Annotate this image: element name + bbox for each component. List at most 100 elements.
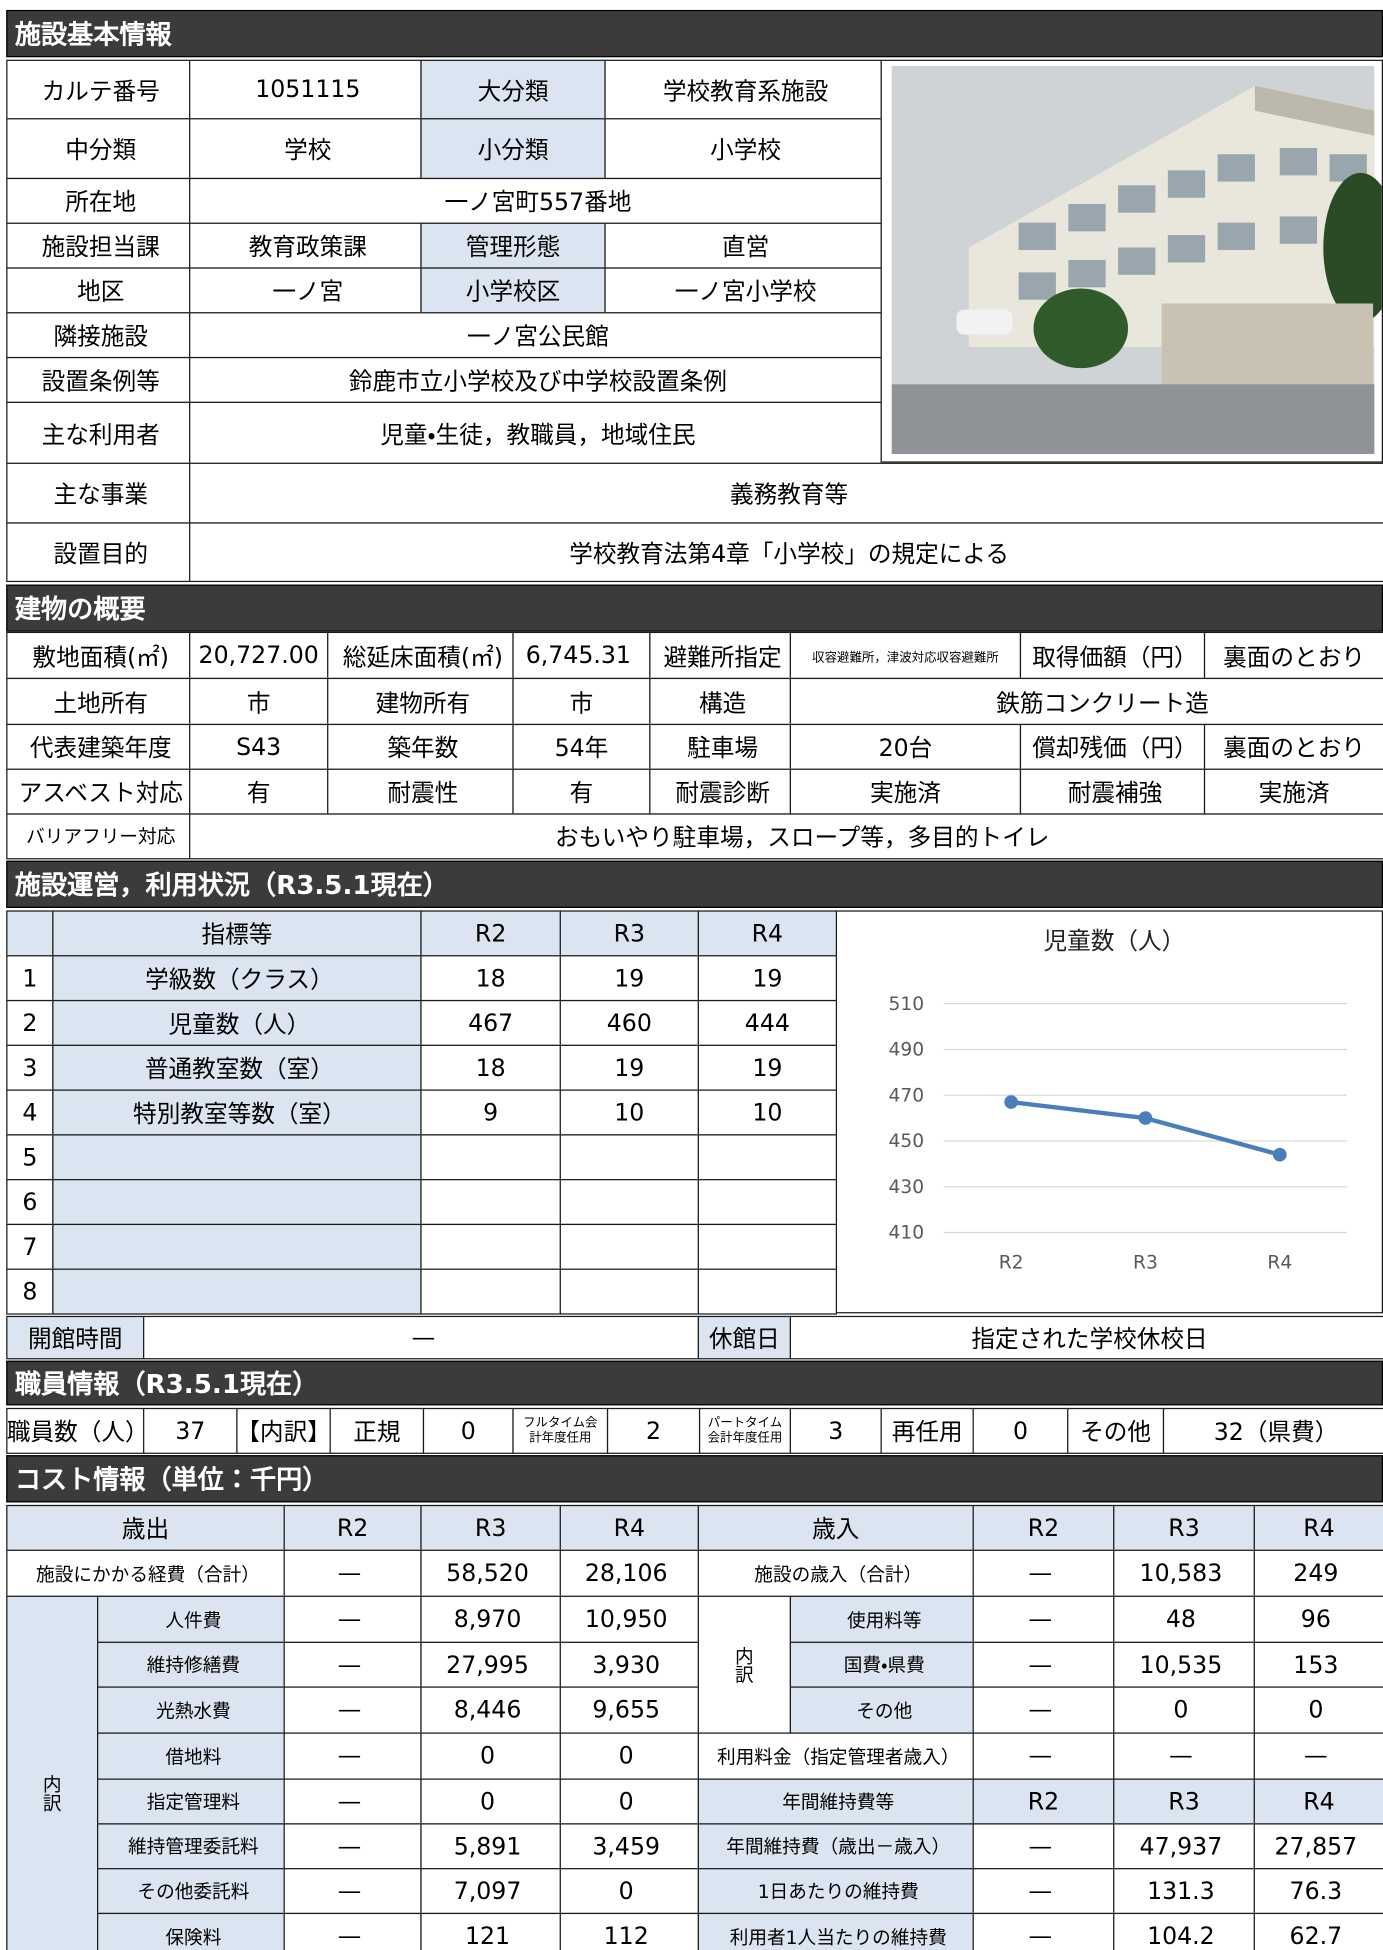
table-cell: 耐震補強 — [1020, 769, 1205, 815]
y-tick-label: 410 — [888, 1223, 924, 1244]
table-cell: 教育政策課 — [189, 223, 422, 269]
y-tick-label: 430 — [888, 1177, 924, 1198]
table-cell: 20,727.00 — [189, 632, 328, 679]
table-cell: 1 — [6, 955, 53, 1001]
table-cell: 学校教育系施設 — [604, 60, 881, 120]
table-cell: 32（県費） — [1163, 1408, 1383, 1454]
table-cell: 保険料 — [97, 1913, 285, 1950]
table-cell: 5 — [6, 1134, 53, 1180]
y-tick-label: 450 — [888, 1131, 924, 1152]
table-cell: 総延床面積(㎡) — [327, 632, 514, 679]
table-cell: 3,459 — [560, 1823, 699, 1869]
empty-cell — [698, 1224, 837, 1270]
table-cell: 96 — [1254, 1596, 1383, 1643]
table-cell: 光熱水費 — [97, 1686, 285, 1733]
table-cell: パートタイム会計年度任用 — [699, 1408, 791, 1454]
line-series — [1011, 1102, 1280, 1155]
table-cell: — — [143, 1316, 699, 1360]
table-cell: 小学校区 — [420, 267, 605, 313]
table-cell: 大分類 — [420, 60, 605, 120]
table-cell: 一ノ宮公民館 — [189, 312, 882, 358]
table-cell: 借地料 — [97, 1732, 285, 1779]
table-cell: 7,097 — [420, 1868, 561, 1914]
table-cell: 0 — [423, 1408, 514, 1454]
table-cell: 義務教育等 — [189, 463, 1383, 524]
x-tick-label: R2 — [999, 1253, 1024, 1274]
empty-cell — [52, 1179, 421, 1225]
table-cell: 27,995 — [420, 1642, 561, 1688]
table-cell: 駐車場 — [649, 724, 791, 770]
table-cell: 耐震性 — [327, 769, 514, 815]
data-point — [1004, 1095, 1018, 1109]
table-cell: — — [973, 1596, 1115, 1643]
table-cell: 普通教室数（室） — [52, 1045, 421, 1091]
table-cell: アスベスト対応 — [6, 769, 190, 815]
table-cell: 有 — [189, 769, 328, 815]
table-cell: — — [284, 1779, 422, 1825]
table-cell: 18 — [420, 955, 561, 1001]
table-cell: 利用者1人当たりの維持費 — [698, 1913, 974, 1950]
empty-cell — [420, 1134, 561, 1180]
empty-cell — [560, 1224, 699, 1270]
table-cell: フルタイム会計年度任用 — [512, 1408, 608, 1454]
table-cell: おもいやり駐車場，スロープ等，多目的トイレ — [189, 813, 1383, 859]
table-cell: 0 — [1113, 1686, 1255, 1733]
table-cell: 設置目的 — [6, 522, 190, 582]
table-cell: 112 — [560, 1913, 699, 1950]
table-cell: 児童・生徒，教職員，地域住民 — [189, 402, 882, 464]
table-cell: 19 — [698, 1045, 837, 1091]
table-cell: — — [973, 1686, 1115, 1733]
table-cell: 児童数（人） — [52, 1000, 421, 1046]
table-cell: 10,950 — [560, 1596, 699, 1643]
table-cell: 3,930 — [560, 1642, 699, 1688]
table-cell: 0 — [1254, 1686, 1383, 1733]
table-cell: 学校 — [189, 118, 422, 179]
table-cell: 444 — [698, 1000, 837, 1046]
table-cell: 0 — [973, 1408, 1069, 1454]
table-cell: 3 — [790, 1408, 882, 1454]
table-cell: 58,520 — [420, 1550, 561, 1597]
table-cell: 0 — [420, 1779, 561, 1825]
table-cell: 正規 — [330, 1408, 425, 1454]
table-cell: 償却残価（円） — [1020, 724, 1205, 770]
table-cell: 1日あたりの維持費 — [698, 1868, 974, 1914]
table-cell: 8,446 — [420, 1686, 561, 1733]
table-cell: 4 — [6, 1089, 53, 1135]
table-cell: 鉄筋コンクリート造 — [790, 678, 1383, 725]
table-cell: 中分類 — [6, 118, 190, 179]
table-cell: 【内訳】 — [236, 1408, 331, 1454]
table-cell: 小学校 — [604, 118, 881, 179]
empty-cell — [560, 1269, 699, 1315]
table-cell: 実施済 — [790, 769, 1021, 815]
table-cell: バリアフリー対応 — [6, 813, 190, 859]
table-cell: 467 — [420, 1000, 561, 1046]
table-cell: 人件費 — [97, 1596, 285, 1643]
table-cell: 19 — [560, 1045, 699, 1091]
table-cell: 裏面のとおり — [1204, 724, 1383, 770]
sheet: 児童数（人）410430450470490510R2R3R4 施設基本情報建物の… — [0, 0, 1383, 1950]
table-cell: 0 — [420, 1732, 561, 1779]
table-cell: 国費・県費 — [790, 1642, 974, 1688]
section-header: 施設運営，利用状況（R3.5.1現在） — [6, 861, 1383, 908]
table-cell: 20台 — [790, 724, 1021, 770]
table-cell: R4 — [1254, 1505, 1383, 1551]
table-cell: 27,857 — [1254, 1823, 1383, 1869]
table-cell: 一ノ宮小学校 — [604, 267, 881, 313]
table-cell: 直営 — [604, 223, 881, 269]
table-cell: 249 — [1254, 1550, 1383, 1597]
chart-title: 児童数（人） — [1043, 927, 1185, 955]
table-cell: 小分類 — [420, 118, 605, 179]
table-cell: — — [284, 1823, 422, 1869]
table-cell: R3 — [420, 1505, 561, 1551]
table-cell: 市 — [512, 678, 650, 725]
table-cell: 内訳 — [698, 1596, 791, 1734]
table-cell: 62.7 — [1254, 1913, 1383, 1950]
table-cell: 0 — [560, 1732, 699, 1779]
table-cell: 76.3 — [1254, 1868, 1383, 1914]
table-cell: 主な利用者 — [6, 402, 190, 464]
table-cell: — — [284, 1913, 422, 1950]
table-cell: — — [973, 1550, 1115, 1597]
table-cell: 年間維持費（歳出－歳入） — [698, 1823, 974, 1869]
